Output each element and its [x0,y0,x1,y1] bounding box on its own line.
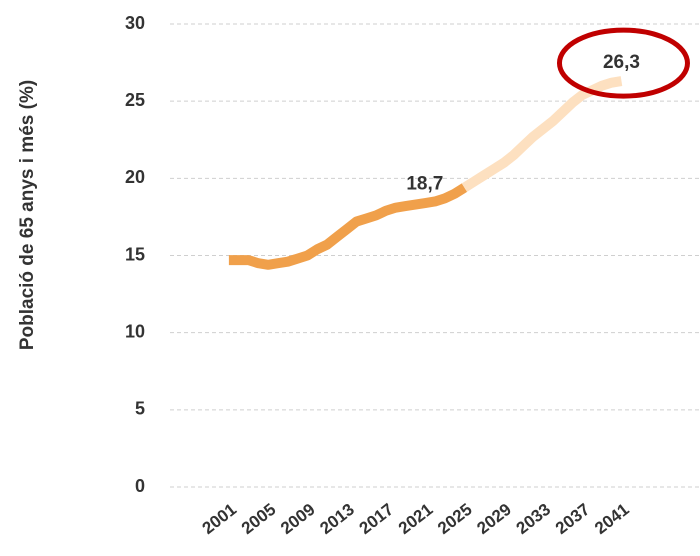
x-tick-label: 2009 [277,500,319,538]
line [461,76,623,192]
x-tick-label: 2017 [356,500,398,538]
line [228,183,468,270]
y-tick-label: 30 [125,13,145,33]
y-tick-label: 25 [125,90,145,110]
y-tick-label: 10 [125,321,145,341]
x-tick-label: 2005 [238,500,280,538]
data-label: 26,3 [603,52,640,73]
x-tick-label: 2013 [316,500,358,538]
x-tick-label: 2025 [434,500,476,538]
y-tick-label: 0 [135,476,145,496]
highlight-ellipse [556,27,690,99]
data-label: 18,7 [406,173,443,194]
x-tick-label: 2021 [395,500,437,538]
x-tick-label: 2037 [552,500,594,538]
x-tick-label: 2033 [513,500,555,538]
x-tick-label: 2029 [473,500,515,538]
y-tick-label: 5 [135,399,145,419]
x-tick-label: 2001 [199,500,241,538]
y-tick-label: 20 [125,167,145,187]
x-tick-label: 2041 [591,500,633,538]
y-axis-label: Població de 65 anys i més (%) [17,80,38,350]
y-tick-label: 15 [125,244,145,264]
